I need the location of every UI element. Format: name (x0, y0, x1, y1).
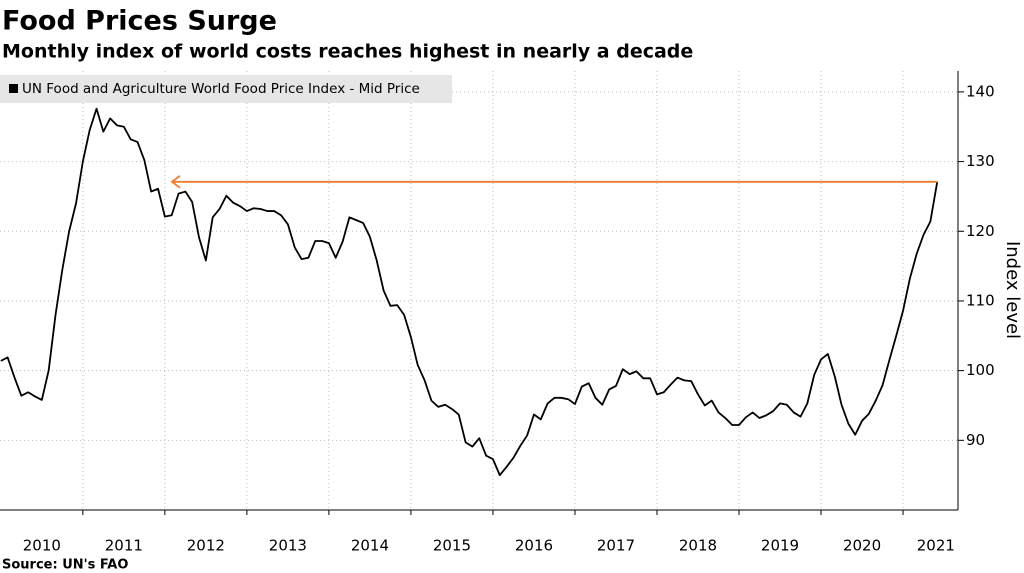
x-tick-label: 2019 (761, 537, 799, 555)
y-tick-label: 100 (966, 361, 995, 379)
x-tick-label: 2011 (105, 537, 143, 555)
x-tick-label: 2010 (23, 537, 61, 555)
y-tick-label: 110 (966, 291, 995, 309)
x-tick-label: 2013 (269, 537, 307, 555)
source: Source: UN's FAO (2, 558, 128, 573)
x-tick-label: 2021 (917, 537, 955, 555)
legend-label: UN Food and Agriculture World Food Price… (22, 81, 420, 97)
series-line (0, 107, 939, 477)
chart-subtitle: Monthly index of world costs reaches hig… (2, 41, 693, 63)
y-tick-label: 130 (966, 152, 995, 170)
y-tick-label: 140 (966, 82, 995, 100)
y-axis-label: Index level (1002, 241, 1023, 339)
x-tick-label: 2017 (597, 537, 635, 555)
x-tick-label: 2012 (187, 537, 225, 555)
legend-swatch (9, 84, 18, 93)
x-tick-label: 2016 (515, 537, 553, 555)
x-tick-label: 2014 (351, 537, 389, 555)
legend: UN Food and Agriculture World Food Price… (0, 75, 452, 103)
legend-box (0, 75, 452, 103)
y-tick-label: 90 (966, 431, 985, 449)
x-tick-label: 2015 (433, 537, 471, 555)
arrow-head (170, 175, 181, 189)
x-tick-label: 2018 (679, 537, 717, 555)
annotation-arrow (170, 175, 938, 189)
x-tick-label: 2020 (843, 537, 881, 555)
y-tick-label: 120 (966, 222, 995, 240)
chart-title: Food Prices Surge (2, 6, 277, 37)
